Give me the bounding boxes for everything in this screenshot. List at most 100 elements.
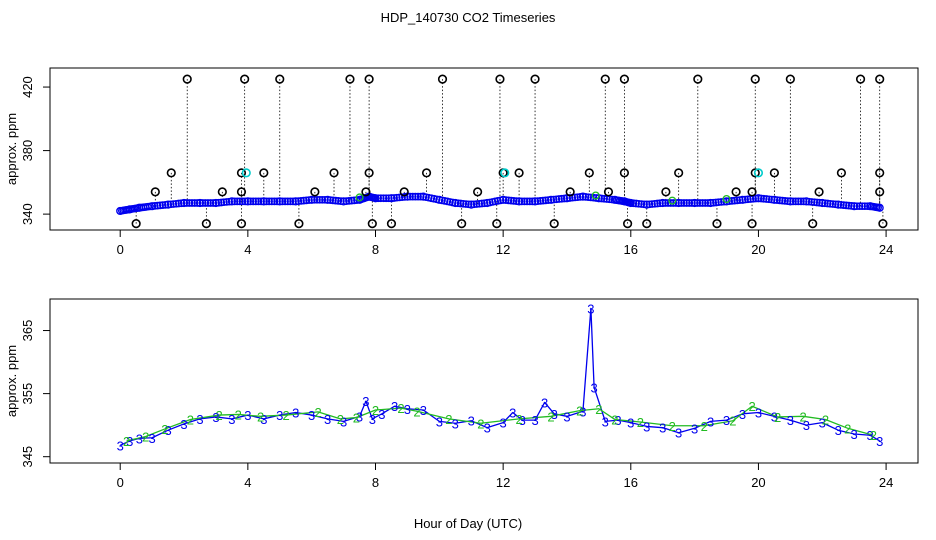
baseline-point	[406, 192, 414, 201]
flagged-low-point	[236, 187, 247, 197]
flagged-bottom-point	[131, 219, 141, 229]
baseline-point	[770, 195, 779, 204]
series-3-marker: 3	[420, 403, 427, 418]
baseline-point	[188, 199, 196, 207]
flagged-top-point	[275, 74, 285, 84]
flagged-bottom-point	[642, 219, 652, 229]
series-2-marker: 2	[161, 422, 168, 437]
baseline-point	[182, 199, 191, 207]
series-2-marker: 2	[595, 402, 602, 417]
baseline-point	[230, 197, 239, 206]
baseline-point	[286, 197, 295, 206]
series-3-marker: 3	[276, 408, 283, 423]
baseline-point	[733, 196, 742, 205]
baseline-point	[677, 199, 686, 207]
baseline-point	[525, 197, 534, 206]
flagged-bottom-point	[623, 219, 633, 229]
baseline-point	[509, 197, 518, 205]
flagged-mid-point	[514, 168, 524, 178]
baseline-point	[813, 198, 821, 207]
top-ylabel: approx. ppm	[4, 113, 19, 185]
series-3-marker: 3	[876, 434, 883, 449]
series-3-marker: 3	[867, 428, 874, 443]
baseline-point	[254, 197, 263, 206]
flagged-bottom-point	[386, 219, 397, 229]
series-2-marker: 2	[257, 409, 264, 424]
flagged-bottom-point	[808, 219, 818, 229]
baseline-point	[156, 201, 164, 210]
series-2-marker: 2	[397, 401, 404, 416]
baseline-point	[291, 197, 300, 206]
series-3-marker: 3	[643, 419, 650, 434]
baseline-point	[278, 197, 287, 206]
flagged-top-point	[495, 74, 505, 84]
series-2-marker: 2	[337, 412, 344, 427]
flagged-top-point	[345, 74, 355, 84]
baseline-point	[515, 197, 524, 206]
flagged-top-point	[240, 74, 250, 84]
baseline-point	[557, 194, 566, 203]
baseline-point	[470, 200, 478, 209]
flagged-low-point	[731, 187, 741, 197]
bottom-series-lines	[119, 307, 881, 446]
baseline-point	[664, 199, 672, 207]
baseline-point	[411, 192, 420, 201]
baseline-point	[456, 199, 465, 208]
baseline-point	[238, 197, 247, 206]
baseline-point	[727, 197, 736, 205]
flagged-top-point	[600, 74, 610, 84]
baseline-point	[163, 200, 173, 209]
baseline-point	[206, 199, 215, 207]
baseline-point	[807, 198, 816, 206]
baseline-point	[419, 192, 428, 201]
bottom-ytick-label: 365	[20, 320, 35, 342]
baseline-point	[323, 195, 332, 204]
baseline-point	[759, 194, 768, 203]
baseline-point	[682, 199, 691, 207]
top-xtick-label: 20	[751, 242, 765, 257]
baseline-point	[315, 195, 324, 204]
series-3-marker: 3	[787, 413, 794, 428]
flagged-low-point	[661, 187, 671, 197]
baseline-point	[390, 194, 398, 202]
top-xtick-label: 4	[244, 242, 251, 257]
baseline-point	[658, 198, 667, 208]
top-plot-frame	[49, 67, 919, 231]
series-2-marker: 2	[774, 410, 781, 425]
series-2-marker: 2	[216, 408, 223, 423]
flagged-bottom-point	[549, 219, 559, 229]
baseline-point	[741, 195, 749, 204]
baseline-point	[845, 201, 853, 210]
baseline-point	[810, 198, 819, 207]
baseline-point	[501, 196, 510, 204]
series-3-marker: 3	[136, 431, 143, 446]
flagged-mid-point	[619, 168, 630, 178]
series-2-marker: 2	[748, 399, 755, 414]
series-3-marker: 3	[835, 423, 842, 438]
series-3-marker: 3	[707, 414, 714, 429]
baseline-point	[310, 195, 319, 204]
baseline-point	[395, 193, 404, 202]
flagged-mid-point	[750, 168, 760, 178]
baseline-point	[642, 200, 651, 209]
flagged-bottom-point	[492, 219, 502, 229]
baseline-point	[190, 199, 199, 207]
baseline-point	[201, 199, 210, 207]
baseline-point	[321, 195, 329, 204]
series-3-marker: 3	[563, 409, 570, 424]
flagged-bottom-point	[747, 219, 757, 229]
baseline-point	[775, 196, 784, 205]
bottom-panel: approx. ppm 3 3 3 33 3 3 3 3 3 3 3 3 3 3 3 333 33 3 33 3 3 3 3…	[4, 298, 919, 490]
series-2-marker: 2	[142, 430, 149, 445]
series-2-marker: 2	[576, 404, 583, 419]
series-2-marker: 2	[611, 412, 618, 427]
baseline-point	[257, 197, 265, 206]
green-point	[591, 191, 600, 200]
series-3-marker: 3	[356, 409, 363, 424]
baseline-point	[541, 196, 550, 205]
baseline-point	[637, 200, 646, 208]
baseline-point	[153, 201, 162, 210]
series-3-marker: 3	[404, 402, 411, 417]
series-3-marker: 3	[324, 412, 331, 427]
